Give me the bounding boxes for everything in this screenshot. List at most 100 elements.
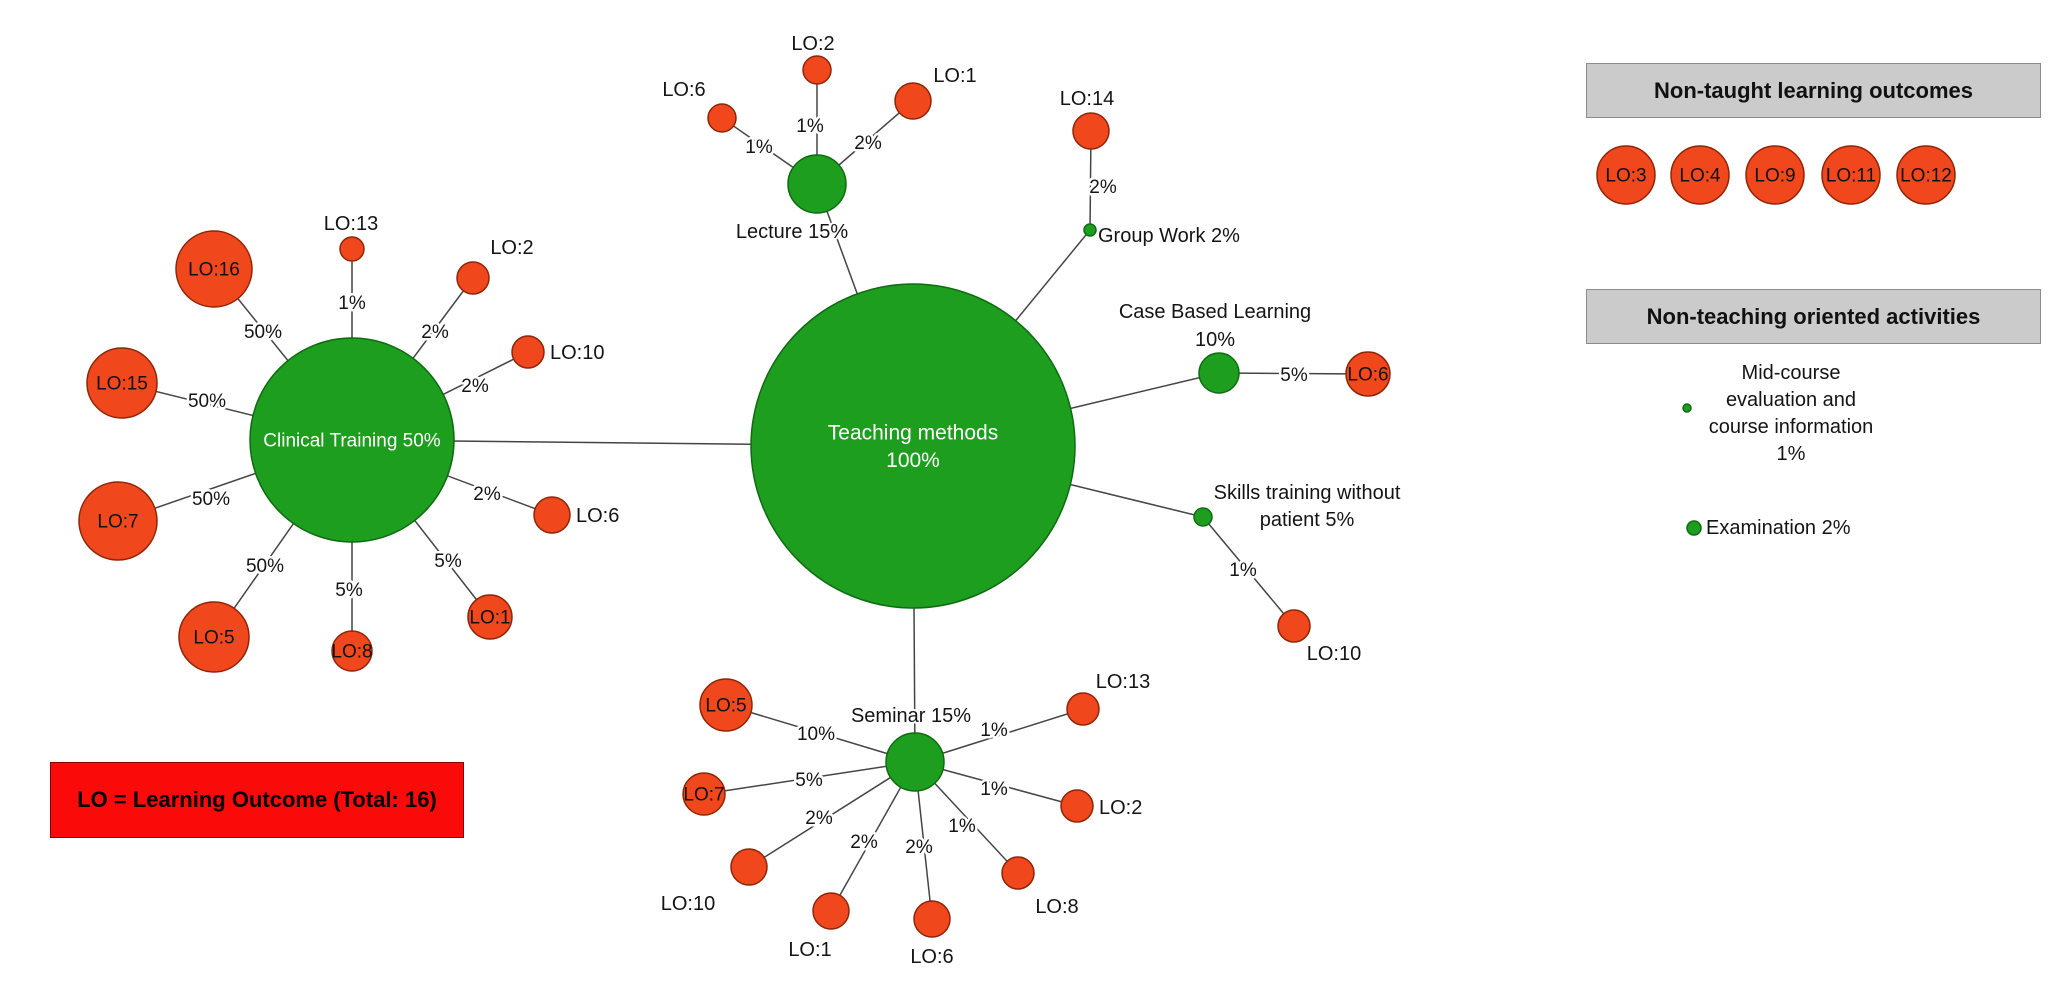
node-label-sem_lo7: LO:7	[683, 785, 724, 806]
node-lecture	[787, 154, 847, 214]
lecture-lo2-label: LO:2	[791, 33, 834, 55]
non-taught-header-label: Non-taught learning outcomes	[1654, 77, 1973, 103]
clinical-lo13-label: LO:13	[324, 213, 378, 235]
edge-pct-lecture-lec_lo2: 1%	[796, 116, 824, 137]
skills-lo10-label: LO:10	[1307, 643, 1361, 665]
node-label-cl_lo15: LO:15	[96, 374, 148, 395]
node-lec_lo2	[802, 55, 832, 85]
legend-box: LO = Learning Outcome (Total: 16)	[50, 762, 464, 838]
node-sem_lo6	[913, 900, 951, 938]
node-seminar	[885, 732, 945, 792]
node-cl_lo6	[533, 496, 571, 534]
node-sem_lo8	[1001, 856, 1035, 890]
node-cl_lo2	[456, 261, 490, 295]
node-sem_lo2	[1060, 789, 1094, 823]
edge-pct-seminar-sem_lo13: 1%	[980, 720, 1008, 741]
edge-skills-sk_lo10	[1202, 516, 1295, 627]
edge-pct-clinical-cl_lo7: 50%	[192, 489, 230, 510]
node-sem_lo1	[812, 892, 850, 930]
edge-pct-seminar-sem_lo7: 5%	[795, 770, 823, 791]
node-cl_lo1	[467, 594, 513, 640]
node-leg_lo12	[1896, 145, 1956, 205]
edge-seminar-sem_lo7	[703, 761, 916, 795]
clinical-lo6-label: LO:6	[576, 505, 619, 527]
edge-pct-seminar-sem_lo1: 2%	[850, 832, 878, 853]
node-skills	[1193, 507, 1213, 527]
node-sem_lo10	[730, 848, 768, 886]
node-leg_lo3	[1596, 145, 1656, 205]
seminar-lo8-label: LO:8	[1035, 896, 1078, 918]
seminar-lo6-label: LO:6	[910, 946, 953, 968]
seminar-lo13-label: LO:13	[1096, 671, 1150, 693]
seminar-lo10-label: LO:10	[661, 893, 715, 915]
seminar-lo2-label: LO:2	[1099, 797, 1142, 819]
midcourse-line-2: evaluation and	[1725, 389, 1857, 411]
node-clinical	[249, 337, 455, 543]
node-cl_lo13	[339, 236, 365, 262]
node-midcourse_dot	[1682, 403, 1692, 413]
node-label-clinical: Clinical Training 50%	[263, 431, 441, 452]
edge-pct-lecture-lec_lo1: 2%	[854, 133, 882, 154]
edge-pct-seminar-sem_lo2: 1%	[980, 779, 1008, 800]
lecture-lo6-label: LO:6	[662, 79, 705, 101]
node-label-leg_lo4: LO:4	[1679, 166, 1721, 187]
skills-label-line2: patient 5%	[1260, 509, 1355, 531]
lecture-label: Lecture 15%	[736, 221, 849, 243]
non-teaching-header-label: Non-teaching oriented activities	[1646, 303, 1981, 329]
node-cl_lo10	[511, 335, 545, 369]
node-label-cl_lo16: LO:16	[188, 260, 240, 281]
edge-pct-clinical-cl_lo15: 50%	[188, 391, 226, 412]
edge-pct-clinical-cl_lo10: 2%	[461, 376, 489, 397]
midcourse-line-1: Mid-course	[1741, 362, 1841, 384]
node-label-leg_lo9: LO:9	[1754, 166, 1795, 187]
node-sem_lo13	[1066, 692, 1100, 726]
node-label-cl_lo5: LO:5	[193, 628, 234, 649]
clinical-lo10-label: LO:10	[550, 342, 604, 364]
node-cl_lo5	[178, 601, 250, 673]
clinical-lo2-label: LO:2	[490, 237, 533, 259]
node-label-cl_lo7: LO:7	[97, 512, 138, 533]
legend-text: LO = Learning Outcome (Total: 16)	[77, 787, 437, 812]
node-sk_lo10	[1277, 609, 1311, 643]
edge-pct-clinical-cl_lo6: 2%	[473, 484, 501, 505]
node-cl_lo16	[175, 230, 253, 308]
node-label-leg_lo12: LO:12	[1900, 166, 1952, 187]
node-lec_lo1	[894, 82, 932, 120]
edge-pct-clinical-cl_lo5: 50%	[246, 556, 284, 577]
edge-pct-clinical-cl_lo8: 5%	[335, 580, 363, 601]
groupwork-lo14-label: LO:14	[1060, 88, 1114, 110]
node-lec_lo6	[707, 103, 737, 133]
node-leg_lo9	[1745, 145, 1805, 205]
skills-label-line1: Skills training without	[1214, 482, 1401, 504]
edge-pct-clinical-cl_lo2: 2%	[421, 322, 449, 343]
edge-pct-clinical-cl_lo13: 1%	[338, 293, 366, 314]
edge-pct-seminar-sem_lo5: 10%	[797, 724, 835, 745]
case-based-label-line2: 10%	[1195, 329, 1235, 351]
edge-pct-seminar-sem_lo6: 2%	[905, 837, 933, 858]
edge-pct-lecture-lec_lo6: 1%	[745, 137, 773, 158]
node-label-leg_lo11: LO:11	[1826, 166, 1876, 187]
node-cl_lo8	[331, 630, 373, 672]
node-label-teaching: Teaching methods 100%	[828, 422, 998, 472]
node-label-cl_lo8: LO:8	[331, 642, 372, 663]
node-leg_lo11	[1821, 145, 1881, 205]
node-label-cb_lo6: LO:6	[1347, 365, 1388, 386]
node-label-cl_lo1: LO:1	[469, 608, 510, 629]
node-label-leg_lo3: LO:3	[1605, 166, 1646, 187]
edge-pct-case_based-cb_lo6: 5%	[1280, 365, 1308, 386]
node-label-sem_lo5: LO:5	[705, 696, 746, 717]
edge-pct-clinical-cl_lo16: 50%	[244, 322, 282, 343]
midcourse-evaluation-label: Mid-course evaluation and course informa…	[1666, 360, 1916, 468]
node-sem_lo5	[699, 678, 753, 732]
edge-pct-skills-sk_lo10: 1%	[1229, 560, 1257, 581]
seminar-label: Seminar 15%	[851, 705, 971, 727]
node-leg_lo4	[1670, 145, 1730, 205]
edge-pct-seminar-sem_lo8: 1%	[948, 816, 976, 837]
lecture-lo1-label: LO:1	[933, 65, 976, 87]
examination-label: Examination 2%	[1706, 517, 1851, 539]
case-based-label-line1: Case Based Learning	[1119, 301, 1311, 323]
non-taught-header: Non-taught learning outcomes	[1586, 63, 2041, 118]
node-gw_lo14	[1072, 112, 1110, 150]
